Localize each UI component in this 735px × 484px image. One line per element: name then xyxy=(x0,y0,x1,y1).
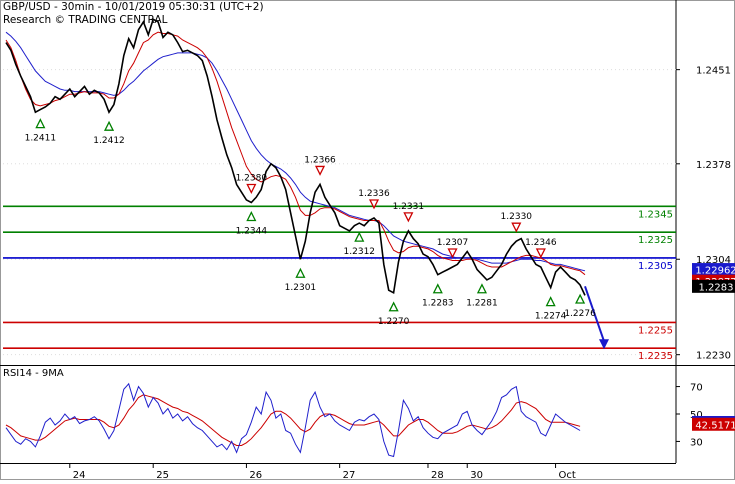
swing-high-label: 1.2307 xyxy=(437,238,469,248)
swing-low-marker xyxy=(246,211,257,222)
price-tick-label: 1.2230 xyxy=(696,351,731,362)
swing-low-marker xyxy=(103,120,115,131)
rsi-current-badge xyxy=(692,417,735,431)
time-tick-label: Oct xyxy=(559,470,576,480)
level-label: 1.2325 xyxy=(638,235,673,246)
price-tick-label: 1.2451 xyxy=(696,66,731,77)
time-tick-label: 27 xyxy=(343,470,356,480)
swing-low-label: 1.2344 xyxy=(236,226,268,236)
time-tick-label: 25 xyxy=(156,470,169,480)
level-label: 1.2235 xyxy=(638,351,673,362)
level-label: 1.2345 xyxy=(638,209,673,220)
price-current-badge-label: 1.2283 xyxy=(699,282,734,293)
projection-arrow-head xyxy=(599,339,609,350)
time-tick-label: 30 xyxy=(470,470,483,480)
time-tick-label: 28 xyxy=(431,470,444,480)
swing-high-label: 1.2366 xyxy=(304,155,336,165)
swing-high-marker xyxy=(314,165,326,176)
projection-arrow-line xyxy=(584,285,605,342)
swing-low-label: 1.2281 xyxy=(466,299,498,309)
swing-high-marker xyxy=(535,248,546,259)
rsi-tick-label: 30 xyxy=(690,437,703,448)
level-label: 1.2255 xyxy=(638,325,673,336)
swing-low-marker xyxy=(545,296,556,307)
time-tick-label: 24 xyxy=(73,470,86,480)
swing-low-label: 1.2283 xyxy=(422,299,454,309)
swing-low-marker xyxy=(35,118,46,129)
swing-low-marker xyxy=(575,293,586,304)
price-line xyxy=(5,18,586,296)
rsi-tick-label: 50 xyxy=(690,410,703,421)
swing-high-marker xyxy=(246,183,257,194)
swing-high-marker xyxy=(511,222,522,233)
swing-high-label: 1.2346 xyxy=(525,238,557,248)
swing-high-label: 1.2331 xyxy=(393,202,425,212)
time-tick-label: 26 xyxy=(249,470,262,480)
swing-high-marker xyxy=(368,199,380,210)
swing-low-label: 1.2274 xyxy=(535,312,567,322)
ema-blue-line xyxy=(5,31,586,272)
rsi-panel-title: RSI14 - 9MA xyxy=(3,368,64,379)
level-label: 1.2305 xyxy=(638,261,673,272)
rsi-line xyxy=(5,382,581,458)
swing-low-label: 1.2301 xyxy=(285,283,317,293)
swing-high-label: 1.2336 xyxy=(358,189,390,199)
price-current-badge xyxy=(692,263,735,277)
price-tick-label: 1.2304 xyxy=(696,255,731,266)
price-current-badge-label: 1.22962 xyxy=(695,266,735,277)
rsi-current-badge-label: 42.5171 xyxy=(695,420,735,431)
swing-low-label: 1.2312 xyxy=(344,247,376,257)
swing-low-label: 1.2411 xyxy=(25,134,57,144)
chart-title: GBP/USD - 30min - 10/01/2019 05:30:31 (U… xyxy=(3,1,264,13)
swing-low-marker xyxy=(295,267,306,278)
rsi-tick-label: 70 xyxy=(690,383,703,394)
swing-low-label: 1.2276 xyxy=(564,309,596,319)
swing-low-marker xyxy=(432,283,443,294)
price-tick-label: 1.2378 xyxy=(696,160,731,171)
swing-low-marker xyxy=(354,231,365,242)
rsi-ma-line xyxy=(5,394,581,446)
price-current-badge xyxy=(692,279,735,293)
swing-high-label: 1.2380 xyxy=(236,173,268,183)
swing-high-marker xyxy=(447,248,458,259)
swing-low-marker xyxy=(476,283,488,294)
swing-high-marker xyxy=(403,212,414,223)
swing-low-marker xyxy=(388,301,399,312)
chart-source: Research © TRADING CENTRAL xyxy=(3,14,168,26)
swing-low-label: 1.2270 xyxy=(378,317,410,327)
swing-high-label: 1.2330 xyxy=(501,212,533,222)
ema-red-line xyxy=(5,31,586,276)
swing-low-label: 1.2412 xyxy=(93,136,125,146)
